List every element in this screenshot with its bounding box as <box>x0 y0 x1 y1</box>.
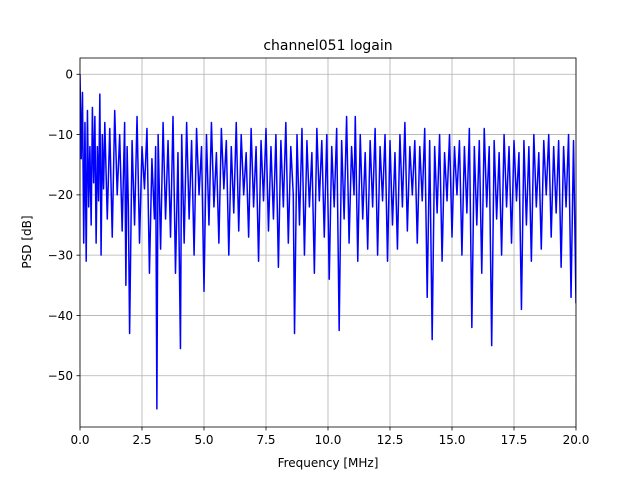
x-tick-label: 17.5 <box>501 433 528 447</box>
x-tick-label: 0.0 <box>70 433 89 447</box>
y-tick-label: −30 <box>48 248 73 262</box>
y-tick-label: −20 <box>48 188 73 202</box>
y-tick-label: −40 <box>48 309 73 323</box>
y-tick-label: 0 <box>65 68 73 82</box>
x-tick-label: 15.0 <box>439 433 466 447</box>
x-tick-label: 7.5 <box>256 433 275 447</box>
x-tick-label: 2.5 <box>132 433 151 447</box>
x-tick-label: 10.0 <box>315 433 342 447</box>
y-tick-label: −50 <box>48 369 73 383</box>
y-axis-label: PSD [dB] <box>20 215 34 268</box>
y-tick-label: −10 <box>48 128 73 142</box>
x-tick-label: 5.0 <box>194 433 213 447</box>
psd-series-line <box>80 74 576 410</box>
x-tick-label: 20.0 <box>563 433 590 447</box>
series-layer <box>80 74 576 410</box>
chart-title: channel051 logain <box>263 38 392 54</box>
x-tick-label: 12.5 <box>377 433 404 447</box>
x-axis-label: Frequency [MHz] <box>278 456 379 470</box>
tick-layer: 0.0 2.5 5.0 7.5 10.0 12.5 15.0 17.5 20.0 0 −10 −20 −… <box>48 68 590 447</box>
